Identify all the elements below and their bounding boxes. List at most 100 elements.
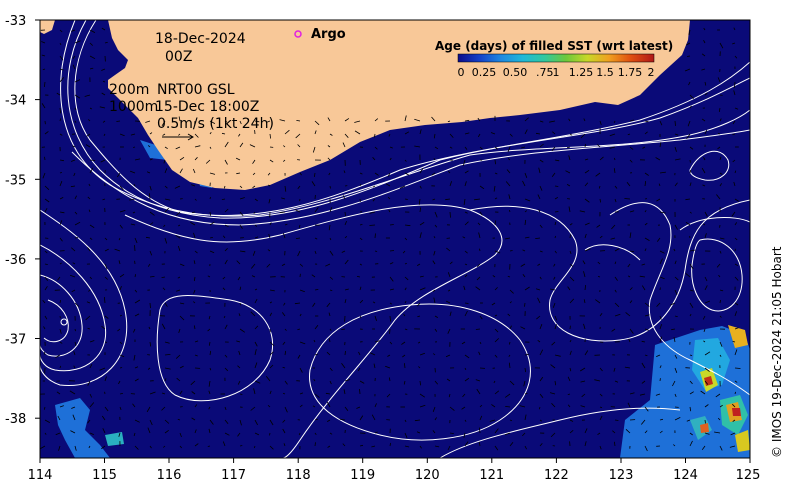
product-label: NRT00 GSL [157,82,235,98]
velocity-arrow [404,159,407,162]
velocity-arrow [101,92,106,96]
velocity-arrow [644,248,647,252]
velocity-arrow [193,301,196,304]
velocity-arrow [524,129,528,135]
velocity-arrow [164,367,171,370]
velocity-arrow [175,234,181,239]
velocity-arrow [445,354,451,358]
velocity-arrow [419,221,425,226]
velocity-arrow [719,250,722,254]
velocity-arrow [325,263,331,267]
velocity-arrow [387,172,391,177]
velocity-arrow [535,132,541,135]
velocity-arrow [342,142,346,148]
velocity-arrow [404,287,407,291]
velocity-arrow [479,315,483,320]
velocity-arrow [583,299,586,304]
velocity-arrow [447,328,451,334]
velocity-arrow [70,159,76,162]
velocity-arrow [119,286,122,291]
velocity-arrow [701,68,706,71]
velocity-arrow [734,391,736,395]
velocity-arrow [549,392,556,395]
velocity-arrow [446,247,451,252]
velocity-arrow [523,380,526,387]
velocity-arrow [209,196,211,200]
velocity-arrow [584,248,591,252]
velocity-arrow [179,365,184,369]
velocity-arrow [702,184,706,187]
velocity-arrow [641,380,646,384]
velocity-arrow [674,120,676,126]
velocity-arrow [433,250,436,256]
velocity-arrow [554,196,559,200]
velocity-arrow [389,262,394,265]
velocity-arrow [674,417,681,421]
velocity-arrow [659,276,665,280]
velocity-arrow [689,289,694,292]
velocity-arrow [609,146,616,149]
velocity-arrow [190,380,196,386]
velocity-arrow [689,440,693,447]
velocity-arrow [223,315,226,319]
velocity-arrow [449,261,453,265]
velocity-arrow [550,364,556,369]
velocity-arrow [99,367,106,371]
velocity-arrow [41,103,46,109]
velocity-arrow [539,143,544,148]
velocity-arrow [478,351,481,356]
velocity-arrow [404,115,407,122]
velocity-arrow [104,341,108,343]
velocity-arrow [179,156,185,161]
velocity-arrow [734,107,739,110]
velocity-arrow [44,276,49,282]
velocity-arrow [254,341,258,347]
velocity-arrow [671,328,676,331]
velocity-arrow [475,379,481,382]
velocity-arrow [581,393,586,398]
velocity-arrow [419,380,421,386]
velocity-arrow [554,185,559,187]
velocity-arrow [629,392,635,395]
velocity-arrow [704,211,708,217]
velocity-arrow [101,27,106,31]
velocity-arrow [389,276,394,282]
velocity-arrow [119,341,123,345]
velocity-arrow [89,55,96,60]
velocity-arrow [569,419,574,422]
velocity-arrow [689,169,692,174]
velocity-arrow [118,380,121,385]
velocity-vectors [40,27,741,452]
velocity-arrow [434,146,439,150]
velocity-arrow [104,237,108,241]
velocity-arrow [193,232,196,239]
velocity-arrow [508,194,511,200]
velocity-arrow [567,376,571,382]
velocity-arrow [464,419,467,422]
velocity-arrow [688,81,691,86]
velocity-arrow [344,406,349,412]
velocity-arrow [509,301,512,304]
velocity-arrow [87,419,91,424]
velocity-arrow [644,406,649,412]
velocity-arrow [374,146,378,150]
velocity-arrow [733,27,736,31]
velocity-arrow [599,393,603,397]
velocity-arrow [74,328,76,332]
velocity-arrow [432,289,436,293]
velocity-arrow [539,159,544,163]
velocity-arrow [567,146,571,149]
velocity-arrow [344,379,351,382]
velocity-arrow [599,406,603,409]
velocity-arrow [702,315,706,320]
velocity-arrow [207,275,211,278]
velocity-arrow [598,185,601,189]
velocity-arrow [119,224,123,229]
velocity-arrow [86,133,91,137]
velocity-arrow [580,133,586,139]
velocity-arrow [99,106,106,109]
velocity-arrow [434,315,438,318]
velocity-arrow [59,237,63,242]
velocity-arrow [194,250,198,254]
velocity-arrow [239,224,243,229]
